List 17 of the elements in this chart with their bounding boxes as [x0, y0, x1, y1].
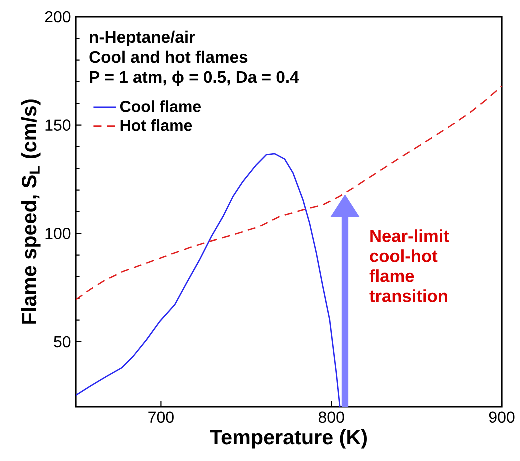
text: Cool and hot flames: [90, 50, 248, 64]
x-tick-label: 700: [148, 412, 174, 424]
line-series: [76, 153, 341, 408]
y-axis-title: Flame speed, S$_{L}$ (cm/s): [22, 100, 41, 324]
y-tick-label: 200: [45, 11, 71, 23]
text: n-Heptane/air: [90, 30, 196, 46]
annotation: Near-limit cool-hot flame transition: [370, 230, 450, 302]
line-series: [76, 86, 502, 301]
x-tick-label: 800: [318, 412, 344, 424]
annotation: P = 1 atm, ϕ = 0.5, Da = 0.4: [90, 70, 300, 86]
y-tick-label: 50: [54, 336, 71, 348]
y-tick-label: 150: [46, 120, 71, 131]
x-tick-label: 900: [489, 412, 515, 424]
x-axis-title: Temperature (K): [210, 430, 367, 449]
legend-label: Cool flame: [120, 100, 202, 112]
y-tick-label: 100: [46, 228, 71, 240]
legend-label: Hot flame: [120, 120, 192, 132]
